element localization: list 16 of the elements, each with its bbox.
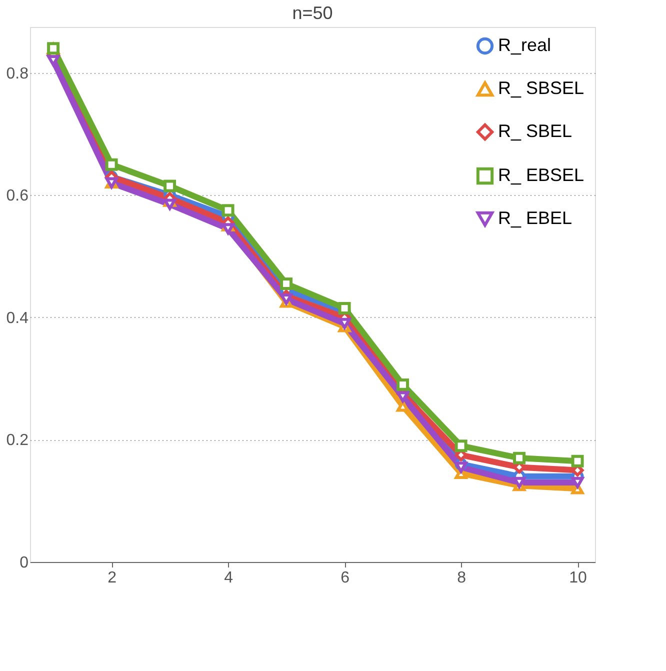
x-tick-label: 6	[340, 570, 350, 586]
x-tick-label: 8	[457, 570, 466, 586]
x-tick-label: 2	[108, 570, 117, 586]
x-tick-label: 4	[224, 570, 234, 586]
x-tick-label: 10	[569, 570, 588, 586]
legend-label: R_ SBSEL	[498, 78, 584, 98]
legend-label: R_ EBEL	[498, 208, 572, 228]
y-tick-label: 0.4	[6, 310, 29, 327]
chart-title: n=50	[292, 3, 333, 23]
legend-label: R_ EBSEL	[498, 165, 584, 185]
legend-label: R_ SBEL	[498, 121, 572, 141]
y-tick-label: 0.6	[6, 188, 29, 205]
y-tick-label: 0.2	[6, 432, 29, 450]
legend-label: R_real	[498, 35, 552, 55]
y-tick-label: 0	[20, 554, 29, 572]
y-tick-label: 0.8	[6, 65, 29, 82]
